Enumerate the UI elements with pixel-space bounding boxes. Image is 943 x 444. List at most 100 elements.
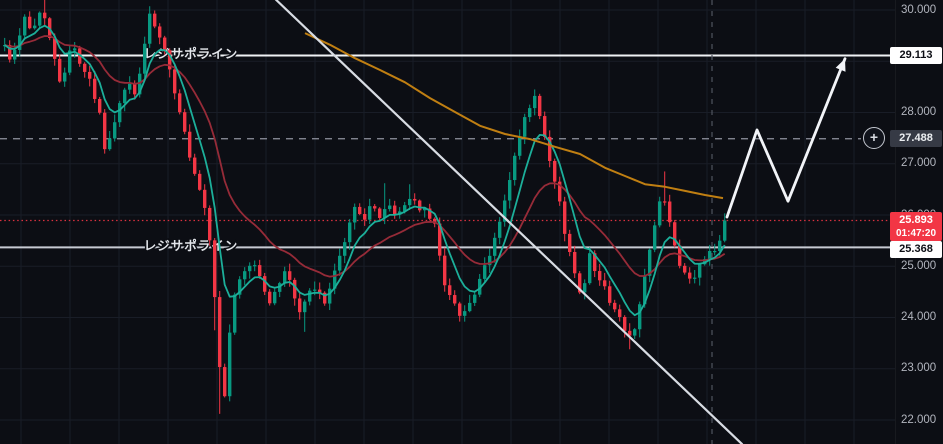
candle	[633, 327, 637, 340]
candle	[328, 282, 332, 311]
candle	[8, 40, 12, 63]
candle	[693, 269, 697, 284]
candle	[613, 299, 617, 313]
candle	[368, 198, 372, 225]
candle	[303, 299, 307, 332]
candle	[233, 292, 237, 335]
candle	[608, 280, 612, 306]
candle	[663, 171, 667, 206]
axis-tick: 30.000	[901, 3, 937, 16]
candle	[483, 257, 487, 282]
candle	[373, 204, 377, 212]
candle	[493, 232, 497, 263]
candle	[353, 203, 357, 230]
candle	[363, 208, 367, 226]
candle	[638, 301, 642, 338]
candle	[348, 218, 352, 250]
candle	[118, 100, 122, 127]
candle	[498, 217, 502, 245]
candle	[533, 89, 537, 116]
projection-zigzag-arrow[interactable]	[725, 57, 847, 219]
candle	[88, 65, 92, 87]
candle	[113, 114, 117, 142]
candle	[448, 278, 452, 301]
bar-countdown: 01:47:20	[895, 228, 937, 239]
candle	[98, 96, 102, 115]
support-price-badge: 25.368	[890, 241, 942, 258]
candle	[208, 205, 212, 246]
price-axis[interactable]: 22.00023.00024.00025.00026.00027.00028.0…	[890, 0, 943, 444]
candle	[468, 294, 472, 313]
add-alert-plus-button[interactable]: +	[863, 127, 885, 149]
candle	[583, 279, 587, 300]
candle	[573, 245, 577, 279]
candle	[168, 48, 172, 78]
arrowhead-icon	[835, 58, 846, 72]
candle	[598, 263, 602, 286]
candle	[28, 11, 32, 30]
candle	[248, 262, 252, 279]
long-ma-line	[304, 32, 724, 200]
candle	[38, 11, 42, 29]
candle	[143, 36, 147, 80]
axis-tick: 23.000	[901, 362, 937, 375]
candle	[273, 288, 277, 306]
axis-tick: 27.000	[901, 157, 937, 170]
candle	[93, 70, 97, 104]
candle	[388, 198, 392, 212]
level-lines[interactable]	[0, 54, 893, 249]
candle	[683, 263, 687, 275]
fast-ma-line	[4, 24, 726, 317]
candle	[523, 113, 527, 145]
candle	[668, 194, 672, 227]
slow-ma-line	[4, 35, 726, 278]
candle	[278, 281, 282, 298]
candle	[453, 290, 457, 306]
descending-trendline[interactable]	[274, 0, 744, 444]
resistance-price-badge: 29.113	[890, 47, 942, 64]
candle	[223, 363, 227, 398]
candle	[103, 109, 107, 154]
candle	[298, 291, 302, 320]
candle	[63, 67, 67, 87]
resistance-support-label-lower[interactable]: レジサポライン	[142, 236, 239, 254]
candle	[618, 304, 622, 322]
candle	[568, 229, 572, 257]
candle	[358, 203, 362, 216]
candle	[43, 0, 47, 25]
candle	[148, 6, 152, 48]
candle	[58, 54, 62, 83]
candle	[723, 213, 727, 243]
candle	[673, 219, 677, 248]
candle	[193, 153, 197, 176]
candle	[528, 104, 532, 122]
candle	[588, 247, 592, 285]
candle	[503, 194, 507, 227]
candle	[603, 272, 607, 290]
candle	[413, 193, 417, 205]
candle	[243, 267, 247, 286]
candle	[108, 131, 112, 151]
candle	[418, 199, 422, 213]
candle	[393, 200, 397, 219]
candle	[343, 237, 347, 264]
candle	[428, 203, 432, 221]
candle	[708, 244, 712, 266]
candle	[558, 176, 562, 206]
candle	[653, 221, 657, 253]
candle	[398, 207, 402, 219]
candle	[698, 262, 702, 286]
candle	[338, 248, 342, 276]
candle	[463, 305, 467, 322]
candle	[538, 93, 542, 120]
candle	[443, 247, 447, 292]
candle	[83, 62, 87, 78]
current-price-value: 25.893	[899, 214, 933, 226]
resistance-support-label-upper[interactable]: レジサポライン	[142, 44, 239, 62]
candle	[73, 42, 77, 58]
axis-tick: 28.000	[901, 106, 937, 118]
candle	[658, 196, 662, 228]
candle	[153, 10, 157, 29]
